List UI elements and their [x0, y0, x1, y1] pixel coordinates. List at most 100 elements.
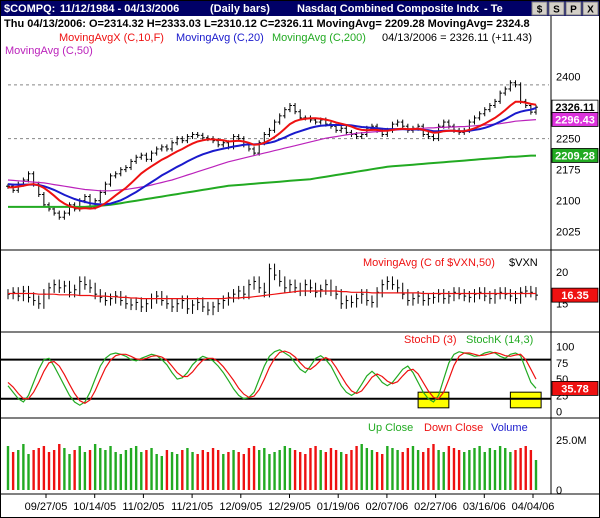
volume-bar — [396, 450, 399, 490]
vxn-bar — [207, 301, 210, 316]
vxn-bar — [258, 276, 262, 293]
price-bar — [26, 171, 31, 183]
volume-bar — [468, 450, 471, 490]
vxn-bar — [104, 292, 108, 306]
price-bar — [200, 132, 205, 141]
volume-tick-label: 25.0M — [556, 435, 587, 447]
volume-bar — [498, 446, 502, 490]
volume-bar — [78, 446, 81, 490]
price-bar — [395, 119, 400, 127]
volume-bar — [247, 448, 251, 490]
vxn-bar — [58, 279, 62, 293]
volume-bar — [298, 452, 302, 490]
vxn-bar — [238, 285, 241, 300]
volume-bar — [211, 448, 215, 490]
vxn-bar — [253, 276, 257, 290]
volume-bar — [68, 454, 71, 490]
volume-bar — [401, 452, 404, 490]
header-button-0[interactable]: $ — [531, 1, 548, 16]
price-bar — [487, 103, 492, 113]
vxn-ma-label: MovingAvg (C of $VXN,50) — [363, 257, 495, 269]
price-bar — [62, 210, 67, 220]
header-button-3[interactable]: X — [582, 1, 599, 16]
volume-bar — [119, 454, 122, 490]
stoch-tick-label: 0 — [556, 407, 562, 419]
price-bar — [159, 144, 164, 152]
volume-bar — [278, 450, 281, 490]
vxn-bar — [33, 292, 36, 306]
price-bar — [272, 119, 277, 133]
x-tick-label: 10/14/05 — [73, 501, 116, 513]
vxn-bar — [294, 279, 298, 293]
volume-bar — [93, 444, 97, 490]
header-button-2[interactable]: P — [565, 1, 582, 16]
volume-bar — [534, 460, 538, 490]
price-bar — [185, 134, 190, 144]
volume-bar — [242, 454, 246, 490]
vxn-bar — [391, 276, 395, 290]
volume-bar — [381, 454, 384, 490]
header-button-1[interactable]: S — [548, 1, 565, 16]
vxn-bar — [222, 295, 226, 309]
price-bar — [257, 140, 262, 156]
vxn-bar — [145, 298, 149, 312]
price-bar — [154, 146, 159, 156]
vxn-bar — [304, 279, 308, 297]
volume-bar — [99, 448, 102, 490]
vxn-bar — [197, 297, 200, 311]
volume-bar — [442, 452, 445, 490]
volume-bar — [63, 448, 66, 490]
vxn-bar — [274, 263, 277, 281]
vxn-ma-line — [8, 290, 536, 300]
volume-bar — [22, 444, 25, 490]
volume-bar — [6, 446, 10, 490]
volume-bar — [483, 452, 486, 490]
volume-bar — [109, 446, 112, 490]
header-button-label: P — [570, 5, 577, 16]
volume-bar — [493, 450, 497, 490]
vxn-tick-label: 20 — [556, 267, 568, 279]
symbol-label: $COMPQ: — [4, 3, 55, 15]
vxn-marker-label: 16.35 — [561, 290, 589, 302]
volume-bar — [309, 448, 312, 490]
volume-bar — [52, 450, 56, 490]
x-tick-label: 11/02/05 — [122, 501, 164, 513]
price-bar — [123, 165, 128, 173]
legend-ma200: MovingAvg (C,200) — [272, 32, 366, 44]
grid-lines — [1, 84, 551, 400]
price-tick-label: 2400 — [556, 72, 580, 84]
vxn-bar — [217, 298, 221, 312]
price-marker-label: 2296.43 — [555, 114, 595, 126]
volume-bar — [232, 450, 235, 490]
vxn-bar — [371, 295, 374, 308]
vxn-bar — [7, 289, 10, 300]
header-button-label: X — [587, 5, 594, 16]
volume-bar — [411, 446, 415, 490]
vxn-bar — [192, 299, 195, 314]
stochd-line — [7, 350, 537, 404]
date-range-label: 11/12/1984 - 04/13/2006 — [60, 3, 179, 15]
series-layer — [6, 80, 538, 490]
x-tick-label: 02/27/06 — [414, 501, 457, 513]
volume-bar — [488, 448, 492, 490]
price-bar — [108, 173, 113, 187]
vxn-symbol-label: $VXN — [509, 257, 538, 269]
price-bar — [180, 136, 185, 144]
vxn-bar — [48, 282, 52, 300]
stoch-highlight-box — [417, 391, 450, 409]
price-bar — [170, 140, 175, 152]
volume-bar — [391, 448, 394, 490]
volume-bar — [334, 450, 338, 490]
volume-bar — [432, 444, 435, 490]
vxn-bar — [443, 289, 446, 304]
price-bar — [118, 167, 123, 177]
volume-bar — [252, 446, 256, 490]
price-marker: 2209.28 — [551, 148, 599, 163]
price-bar — [426, 132, 431, 140]
legend-last-close: 04/13/2006 = 2326.11 (+11.43) — [382, 32, 532, 44]
price-bar — [482, 107, 487, 117]
header-buttons: $ S P X — [531, 1, 599, 16]
